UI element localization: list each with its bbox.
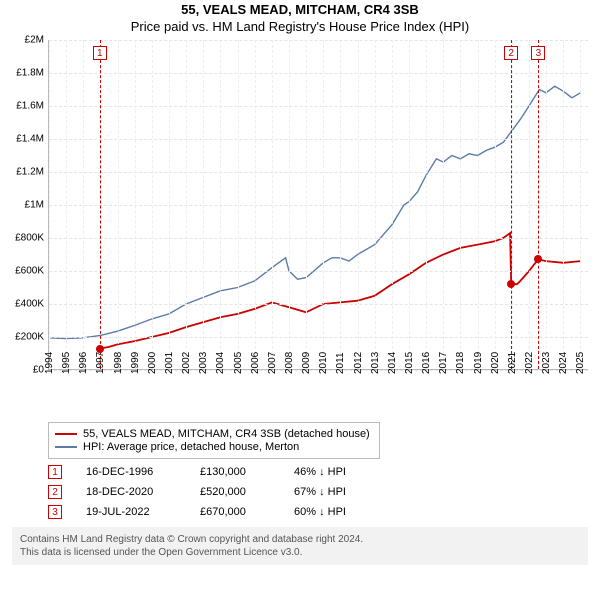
x-tick-label: 1995	[61, 352, 72, 374]
event-row: 1 16-DEC-1996 £130,000 46% ↓ HPI	[48, 465, 588, 479]
header: 55, VEALS MEAD, MITCHAM, CR4 3SB Price p…	[0, 0, 600, 40]
x-tick-label: 2000	[147, 352, 158, 374]
event-number: 3	[48, 505, 62, 519]
event-marker-1: 1	[93, 46, 107, 60]
x-tick-label: 2007	[267, 352, 278, 374]
x-tick-label: 2014	[387, 352, 398, 374]
data-point-marker	[507, 280, 515, 288]
x-tick-label: 1999	[130, 352, 141, 374]
subtitle: Price paid vs. HM Land Registry's House …	[0, 19, 600, 34]
x-tick-label: 2001	[164, 352, 175, 374]
x-tick-label: 2002	[181, 352, 192, 374]
y-tick-label: £400K	[15, 299, 44, 310]
event-date: 19-JUL-2022	[86, 506, 176, 518]
legend-item: HPI: Average price, detached house, Mert…	[55, 441, 373, 453]
x-tick-label: 2006	[250, 352, 261, 374]
y-tick-label: £200K	[15, 332, 44, 343]
y-tick-label: £2M	[25, 35, 44, 46]
event-marker-2: 2	[504, 46, 518, 60]
event-hpi: 60% ↓ HPI	[294, 506, 346, 518]
x-tick-label: 2013	[370, 352, 381, 374]
footer: Contains HM Land Registry data © Crown c…	[12, 527, 588, 565]
footer-line2: This data is licensed under the Open Gov…	[20, 546, 580, 559]
event-hpi: 67% ↓ HPI	[294, 486, 346, 498]
legend-item: 55, VEALS MEAD, MITCHAM, CR4 3SB (detach…	[55, 428, 373, 440]
x-tick-label: 2005	[233, 352, 244, 374]
legend: 55, VEALS MEAD, MITCHAM, CR4 3SB (detach…	[48, 422, 380, 459]
footer-line1: Contains HM Land Registry data © Crown c…	[20, 533, 580, 546]
y-tick-label: £1.4M	[16, 134, 44, 145]
x-tick-label: 2025	[575, 352, 586, 374]
event-hpi: 46% ↓ HPI	[294, 466, 346, 478]
event-date: 16-DEC-1996	[86, 466, 176, 478]
y-tick-label: £800K	[15, 233, 44, 244]
x-tick-label: 1998	[113, 352, 124, 374]
y-tick-label: £600K	[15, 266, 44, 277]
y-axis: £0£200K£400K£600K£800K£1M£1.2M£1.4M£1.6M…	[0, 40, 48, 370]
event-number: 1	[48, 465, 62, 479]
legend-swatch	[55, 433, 77, 435]
x-tick-label: 2010	[318, 352, 329, 374]
event-price: £130,000	[200, 466, 270, 478]
y-tick-label: £1M	[25, 200, 44, 211]
x-tick-label: 1997	[95, 352, 106, 374]
x-tick-label: 2009	[301, 352, 312, 374]
y-tick-label: £1.8M	[16, 68, 44, 79]
x-tick-label: 2012	[353, 352, 364, 374]
x-tick-label: 2015	[404, 352, 415, 374]
legend-label: 55, VEALS MEAD, MITCHAM, CR4 3SB (detach…	[83, 428, 370, 440]
x-tick-label: 2024	[558, 352, 569, 374]
legend-swatch	[55, 446, 77, 448]
event-marker-3: 3	[531, 46, 545, 60]
event-row: 3 19-JUL-2022 £670,000 60% ↓ HPI	[48, 505, 588, 519]
x-tick-label: 2021	[507, 352, 518, 374]
event-number: 2	[48, 485, 62, 499]
chart-area: £0 £200K £400K £600K £800K £1M £1.2M £1.4M £1.6M…	[0, 40, 600, 420]
x-tick-label: 1996	[78, 352, 89, 374]
events-table: 1 16-DEC-1996 £130,000 46% ↓ HPI 2 18-DEC-202…	[48, 465, 588, 519]
event-date: 18-DEC-2020	[86, 486, 176, 498]
x-tick-label: 2023	[541, 352, 552, 374]
legend-label: HPI: Average price, detached house, Mert…	[83, 441, 299, 453]
x-tick-label: 2017	[438, 352, 449, 374]
data-point-marker	[534, 255, 542, 263]
x-tick-label: 2004	[215, 352, 226, 374]
x-tick-label: 2018	[455, 352, 466, 374]
event-price: £520,000	[200, 486, 270, 498]
event-row: 2 18-DEC-2020 £520,000 67% ↓ HPI	[48, 485, 588, 499]
x-tick-label: 2011	[335, 352, 346, 374]
x-tick-label: 2016	[421, 352, 432, 374]
series-line	[49, 86, 580, 338]
chart-container: 55, VEALS MEAD, MITCHAM, CR4 3SB Price p…	[0, 0, 600, 565]
x-axis: 1994199519961997199819992000200120022003…	[48, 370, 588, 420]
x-tick-label: 2019	[473, 352, 484, 374]
title: 55, VEALS MEAD, MITCHAM, CR4 3SB	[0, 2, 600, 17]
plot-area: 1 23	[48, 40, 588, 370]
x-tick-label: 2003	[198, 352, 209, 374]
y-tick-label: £1.6M	[16, 101, 44, 112]
x-tick-label: 2008	[284, 352, 295, 374]
x-tick-label: 1994	[44, 352, 55, 374]
x-tick-label: 2020	[490, 352, 501, 374]
event-price: £670,000	[200, 506, 270, 518]
x-tick-label: 2022	[524, 352, 535, 374]
y-tick-label: £1.2M	[16, 167, 44, 178]
y-tick-label: £0	[33, 365, 44, 376]
